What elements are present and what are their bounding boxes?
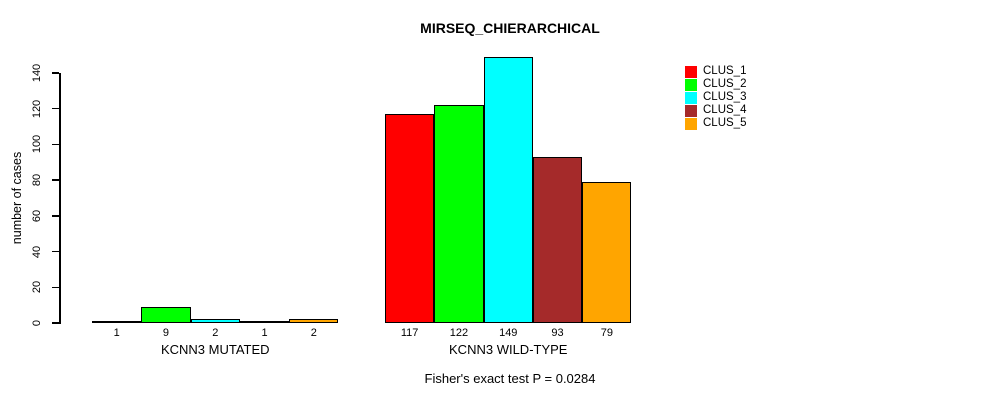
bar-clus_2 (141, 306, 191, 323)
bar-value-label: 1 (113, 327, 120, 339)
bar-clus_1 (385, 114, 435, 323)
bar-clus_4 (532, 156, 583, 323)
legend-label-clus_3: CLUS_3 (703, 90, 747, 103)
bar-clus_5 (582, 181, 632, 323)
bar-clus_3 (190, 319, 240, 323)
y-axis-tick-label: 100 (31, 135, 43, 154)
y-axis-tick-label: 0 (31, 319, 43, 327)
y-axis-tick (52, 215, 59, 217)
bar-clus_1 (92, 321, 142, 324)
legend-label-clus_4: CLUS_4 (703, 104, 747, 117)
bar-value-label: 122 (449, 327, 469, 339)
y-axis-tick (52, 322, 59, 324)
bar-value-label: 79 (600, 327, 613, 339)
bar-clus_2 (434, 105, 484, 323)
y-axis-tick-label: 120 (31, 99, 43, 118)
x-group-label: KCNN3 WILD-TYPE (449, 342, 568, 357)
y-axis-tick (52, 179, 59, 181)
y-axis-line (59, 72, 61, 324)
legend-label-clus_2: CLUS_2 (703, 77, 747, 90)
y-axis-tick (52, 143, 59, 146)
bar-clus_4 (239, 321, 290, 324)
y-axis-tick (52, 250, 59, 253)
y-axis-label: number of cases (10, 151, 24, 245)
bar-value-label: 117 (400, 327, 419, 339)
y-axis-tick (52, 107, 59, 110)
y-axis-tick-label: 140 (31, 63, 43, 83)
y-axis-tick-label: 20 (31, 281, 43, 294)
bar-value-label: 2 (310, 327, 317, 339)
y-axis-tick (52, 286, 59, 289)
bar-value-label: 149 (499, 327, 518, 339)
y-axis-tick-label: 80 (31, 174, 43, 187)
legend-label-clus_5: CLUS_5 (703, 117, 747, 130)
bar-value-label: 93 (551, 327, 564, 339)
legend-swatch-clus_5 (685, 118, 697, 131)
legend-label-clus_1: CLUS_1 (703, 64, 747, 77)
legend-swatch-clus_4 (685, 105, 697, 118)
bar-value-label: 9 (162, 327, 169, 339)
chart-title: MIRSEQ_CHIERARCHICAL (420, 20, 600, 36)
y-axis-tick (52, 72, 59, 74)
bar-clus_3 (483, 56, 533, 323)
y-axis-tick-label: 40 (31, 245, 43, 258)
bar-clus_5 (289, 319, 339, 323)
bar-value-label: 2 (212, 327, 219, 339)
x-group-label: KCNN3 MUTATED (160, 342, 270, 357)
legend-swatch-clus_2 (685, 78, 697, 91)
bar-value-label: 1 (261, 327, 268, 339)
legend-swatch-clus_1 (685, 65, 697, 78)
fisher-test-caption: Fisher's exact test P = 0.0284 (424, 371, 596, 386)
legend-swatch-clus_3 (685, 91, 697, 104)
y-axis-tick-label: 60 (31, 209, 43, 222)
